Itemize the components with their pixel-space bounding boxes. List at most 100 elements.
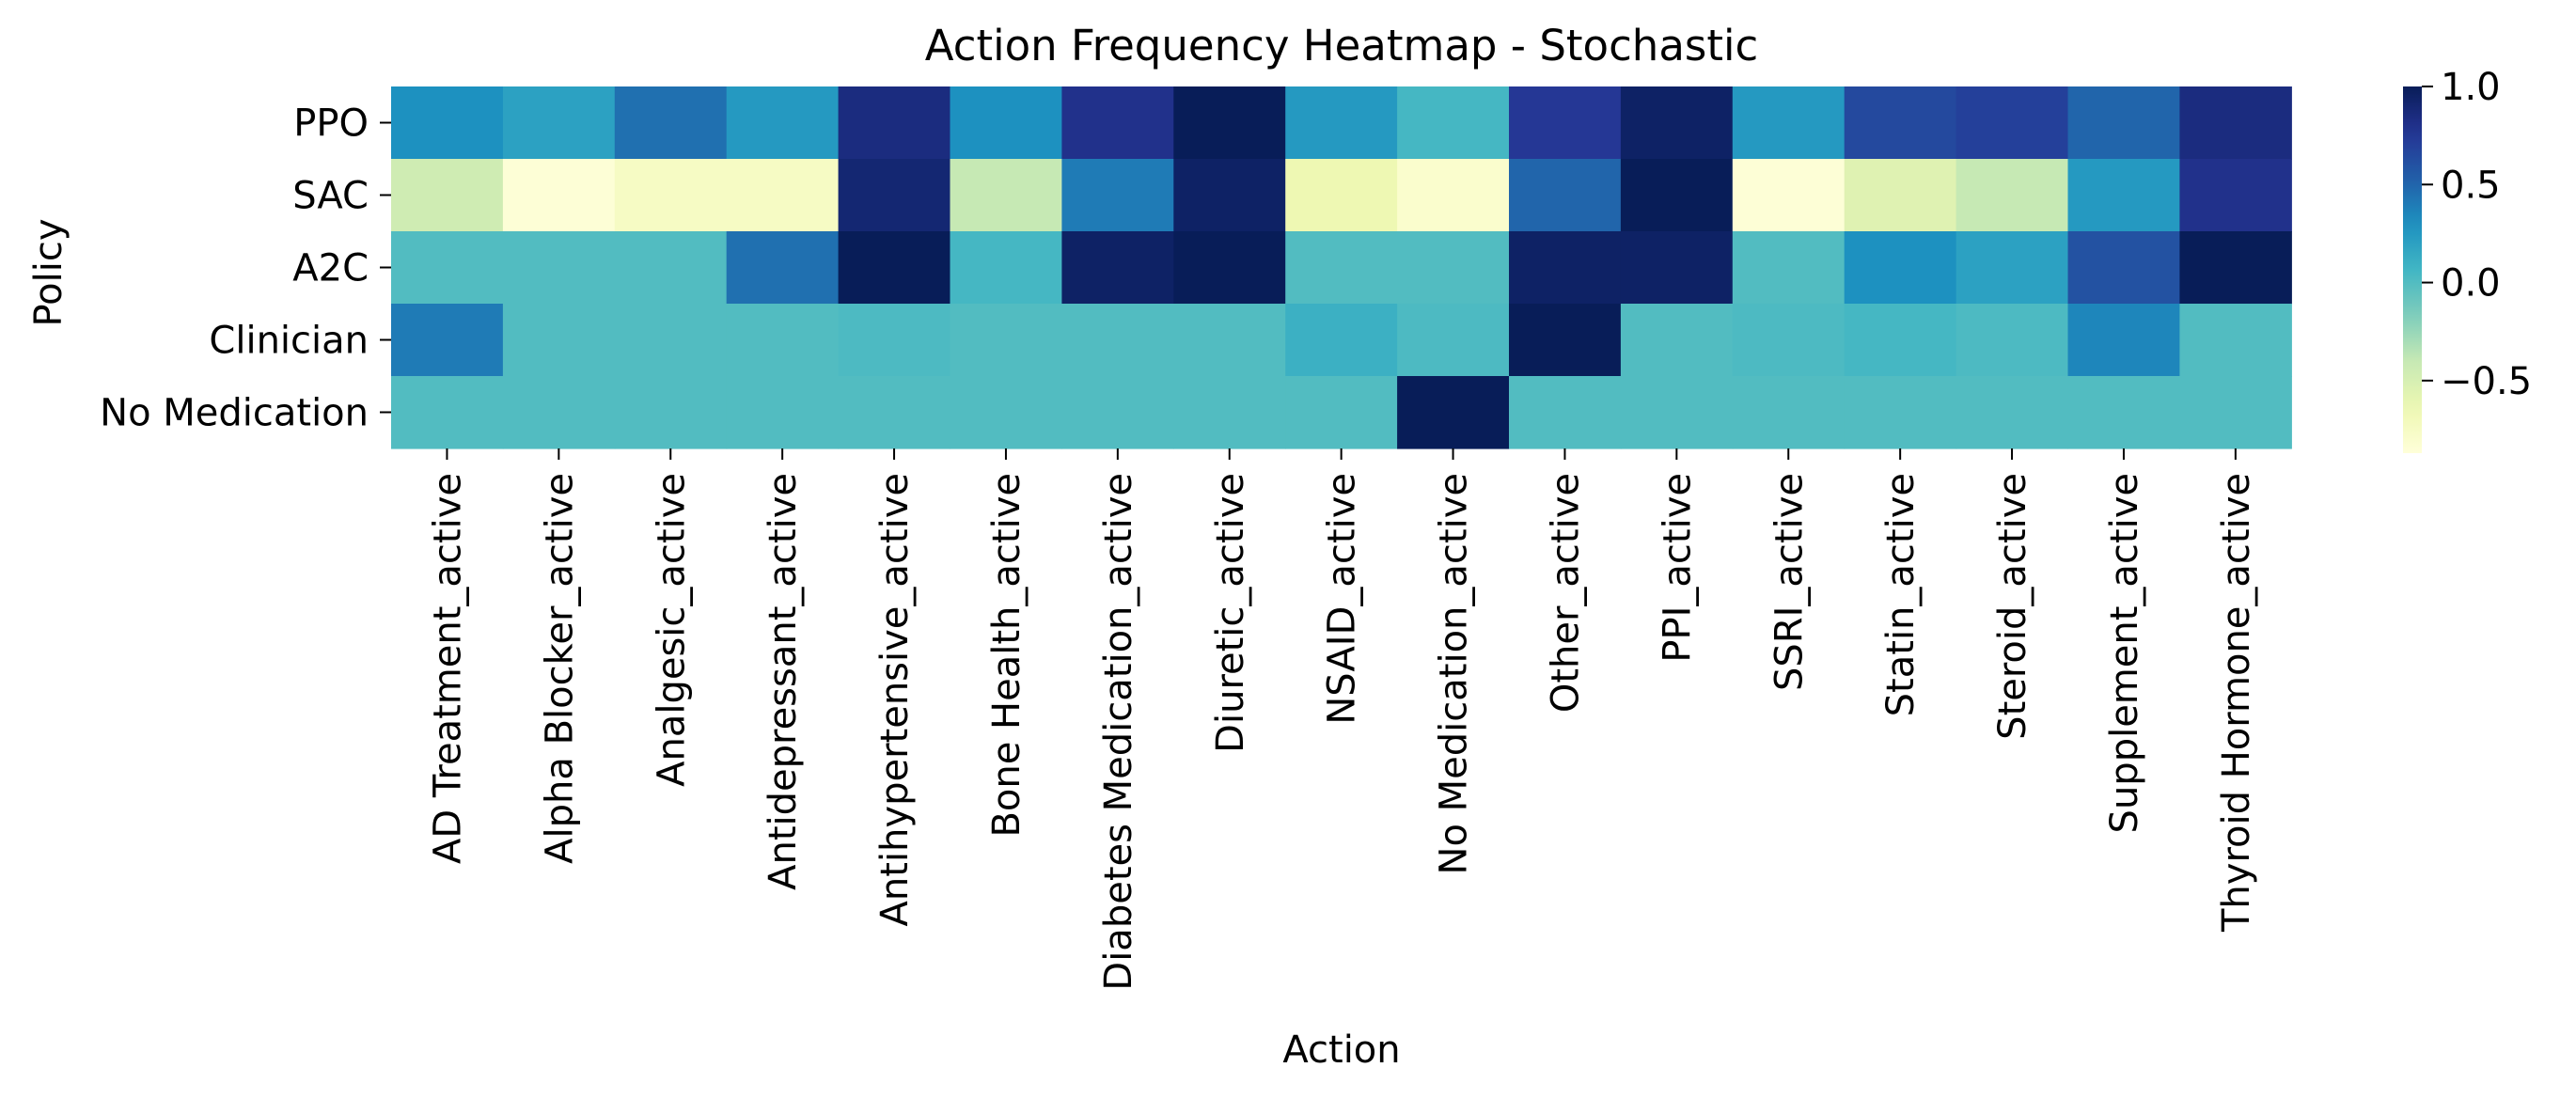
heatmap-cell <box>1173 304 1286 377</box>
heatmap-cell <box>2067 304 2180 377</box>
colorbar-tick-label: 1.0 <box>2441 66 2501 109</box>
heatmap-cell <box>1956 231 2069 305</box>
heatmap-cell <box>1956 304 2069 377</box>
heatmap-cell <box>1844 86 1957 160</box>
heatmap-cell <box>1285 304 1398 377</box>
heatmap-cell <box>1509 231 1622 305</box>
heatmap-cell <box>1061 86 1174 160</box>
colorbar-gradient <box>2403 86 2422 453</box>
heatmap-cell <box>1509 86 1622 160</box>
heatmap-cell <box>838 376 951 449</box>
column-label: No Medication_active <box>1433 473 1476 874</box>
column-label: PPI_active <box>1656 473 1699 663</box>
heatmap-cell <box>2179 86 2292 160</box>
column-label: Other_active <box>1544 473 1587 713</box>
column-label: Bone Health_active <box>985 473 1029 838</box>
heatmap-cell <box>1620 86 1734 160</box>
row-label: PPO <box>293 102 369 146</box>
heatmap-cell <box>950 159 1062 232</box>
heatmap-cell <box>502 231 616 305</box>
heatmap-cell <box>1173 376 1286 449</box>
heatmap-cell <box>1397 304 1510 377</box>
heatmap-cell <box>2179 159 2292 232</box>
heatmap-cell <box>838 231 951 305</box>
column-label: Antihypertensive_active <box>873 473 917 926</box>
heatmap-cell <box>1732 231 1846 305</box>
column-label: SSRI_active <box>1767 473 1811 691</box>
y-axis-label: Policy <box>27 218 71 326</box>
column-label: Statin_active <box>1879 473 1923 716</box>
heatmap-cell <box>1844 231 1957 305</box>
colorbar-tick-label: −0.5 <box>2441 360 2532 403</box>
heatmap-cell <box>1956 86 2069 160</box>
heatmap-cell <box>614 159 728 232</box>
heatmap-cell <box>2179 376 2292 449</box>
heatmap-cell <box>726 376 840 449</box>
heatmap-cell <box>502 376 616 449</box>
heatmap-cell <box>1732 376 1846 449</box>
heatmap-cell <box>838 304 951 377</box>
column-label: Alpha Blocker_active <box>538 473 581 864</box>
heatmap-cell <box>726 86 840 160</box>
heatmap-cell <box>1285 86 1398 160</box>
heatmap-cell <box>391 231 504 305</box>
heatmap-cell <box>2067 231 2180 305</box>
heatmap-cell <box>1397 376 1510 449</box>
row-label: Clinician <box>209 320 369 363</box>
heatmap-cell <box>1732 304 1846 377</box>
heatmap-cell <box>614 86 728 160</box>
heatmap-cell <box>614 304 728 377</box>
row-label: A2C <box>292 247 369 290</box>
heatmap-cell <box>1285 376 1398 449</box>
heatmap-cell <box>1285 159 1398 232</box>
heatmap-cell <box>1844 376 1957 449</box>
heatmap-cell <box>1509 376 1622 449</box>
heatmap-cell <box>1844 304 1957 377</box>
heatmap-cell <box>1061 231 1174 305</box>
column-label: Diabetes Medication_active <box>1097 473 1140 991</box>
heatmap-cell <box>1061 159 1174 232</box>
colorbar: 1.0 0.5 0.0 −0.5 <box>2403 66 2532 453</box>
heatmap-cell <box>950 376 1062 449</box>
heatmap-cell <box>726 231 840 305</box>
column-label: AD Treatment_active <box>426 473 469 864</box>
heatmap-cell <box>391 376 504 449</box>
heatmap-cell <box>1956 376 2069 449</box>
heatmap-cell <box>1397 231 1510 305</box>
row-label: SAC <box>292 175 369 218</box>
heatmap-cell <box>502 159 616 232</box>
heatmap-cell <box>1173 159 1286 232</box>
heatmap-cell <box>2067 376 2180 449</box>
heatmap-cell <box>838 159 951 232</box>
heatmap-cell <box>1509 159 1622 232</box>
heatmap-cell <box>1620 159 1734 232</box>
heatmap-cell <box>391 159 504 232</box>
colorbar-tick-label: 0.0 <box>2441 262 2501 306</box>
row-labels: PPO SAC A2C Clinician No Medication <box>100 102 391 435</box>
heatmap-cell <box>2179 231 2292 305</box>
column-labels: AD Treatment_active Alpha Blocker_active A… <box>426 448 2258 991</box>
heatmap-cell <box>1620 304 1734 377</box>
heatmap-cell <box>2067 86 2180 160</box>
heatmap-cell <box>1173 86 1286 160</box>
heatmap-cell <box>1397 86 1510 160</box>
heatmap-cell <box>391 304 504 377</box>
heatmap-cell <box>726 159 840 232</box>
heatmap-cell <box>838 86 951 160</box>
x-axis-label: Action <box>1282 1028 1400 1072</box>
heatmap-cell <box>1061 376 1174 449</box>
heatmap-cell <box>1061 304 1174 377</box>
row-label: No Medication <box>100 392 369 435</box>
heatmap-cell <box>2067 159 2180 232</box>
heatmap-cell <box>1732 86 1846 160</box>
column-label: Analgesic_active <box>650 473 693 787</box>
heatmap-cell <box>1620 376 1734 449</box>
heatmap-cell <box>726 304 840 377</box>
heatmap-cell <box>1620 231 1734 305</box>
heatmap-cell <box>1956 159 2069 232</box>
heatmap-cell <box>950 231 1062 305</box>
heatmap-cell <box>1285 231 1398 305</box>
column-label: Antidepressant_active <box>762 473 805 890</box>
heatmap-cell <box>1509 304 1622 377</box>
